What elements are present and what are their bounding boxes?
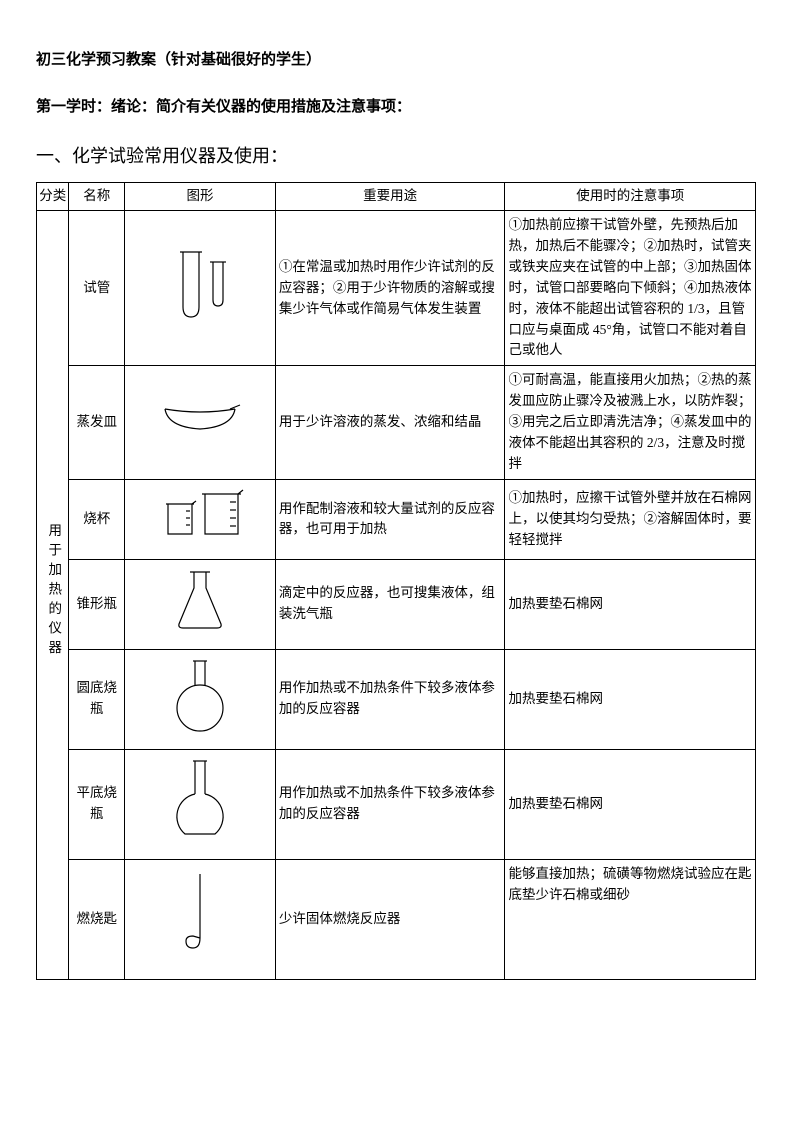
use-cell: 少许固体燃烧反应器 — [275, 859, 505, 979]
test-tube-icon — [155, 242, 245, 327]
table-header-row: 分类 名称 图形 重要用途 使用时的注意事项 — [37, 183, 756, 211]
shape-cell — [125, 749, 276, 859]
shape-cell — [125, 479, 276, 559]
use-cell: 用于少许溶液的蒸发、浓缩和结晶 — [275, 366, 505, 480]
header-notes: 使用时的注意事项 — [505, 183, 756, 211]
notes-cell: 加热要垫石棉网 — [505, 649, 756, 749]
evaporating-dish-icon — [150, 397, 250, 442]
notes-cell: 加热要垫石棉网 — [505, 559, 756, 649]
flat-bottom-flask-icon — [165, 756, 235, 846]
shape-cell — [125, 649, 276, 749]
table-row: 平底烧瓶 用作加热或不加热条件下较多液体参加的反应容器 加热要垫石棉网 — [37, 749, 756, 859]
name-cell: 平底烧瓶 — [69, 749, 125, 859]
lesson-title: 第一学时：绪论：简介有关仪器的使用措施及注意事项： — [36, 95, 757, 116]
shape-cell — [125, 859, 276, 979]
name-cell: 蒸发皿 — [69, 366, 125, 480]
header-use: 重要用途 — [275, 183, 505, 211]
combustion-spoon-icon — [175, 866, 225, 966]
shape-cell — [125, 559, 276, 649]
table-row: 锥形瓶 滴定中的反应器，也可搜集液体，组装洗气瓶 加热要垫石棉网 — [37, 559, 756, 649]
header-shape: 图形 — [125, 183, 276, 211]
notes-cell: 加热要垫石棉网 — [505, 749, 756, 859]
table-row: 蒸发皿 用于少许溶液的蒸发、浓缩和结晶 ①可耐高温，能直接用火加热；②热的蒸发皿… — [37, 366, 756, 480]
shape-cell — [125, 366, 276, 480]
section-title: 一、化学试验常用仪器及使用： — [36, 142, 757, 168]
notes-cell: 能够直接加热；硫磺等物燃烧试验应在匙底垫少许石棉或细砂 — [505, 859, 756, 979]
use-cell: 用作加热或不加热条件下较多液体参加的反应容器 — [275, 649, 505, 749]
instruments-table: 分类 名称 图形 重要用途 使用时的注意事项 用于加热的仪器 试管 — [36, 182, 756, 980]
name-cell: 锥形瓶 — [69, 559, 125, 649]
notes-cell: ①可耐高温，能直接用火加热；②热的蒸发皿应防止骤冷及被溅上水，以防炸裂；③用完之… — [505, 366, 756, 480]
table-row: 用于加热的仪器 试管 ①在常温或加热时用作少许试剂的反应容器；②用于少许物质的溶… — [37, 210, 756, 365]
category-label: 用于加热的仪器 — [42, 523, 63, 660]
use-cell: ①在常温或加热时用作少许试剂的反应容器；②用于少许物质的溶解或搜集少许气体或作简… — [275, 210, 505, 365]
name-cell: 圆底烧瓶 — [69, 649, 125, 749]
category-cell: 用于加热的仪器 — [37, 210, 69, 979]
table-row: 燃烧匙 少许固体燃烧反应器 能够直接加热；硫磺等物燃烧试验应在匙底垫少许石棉或细… — [37, 859, 756, 979]
table-row: 圆底烧瓶 用作加热或不加热条件下较多液体参加的反应容器 加热要垫石棉网 — [37, 649, 756, 749]
name-cell: 烧杯 — [69, 479, 125, 559]
use-cell: 滴定中的反应器，也可搜集液体，组装洗气瓶 — [275, 559, 505, 649]
notes-cell: ①加热前应擦干试管外壁，先预热后加热，加热后不能骤冷；②加热时，试管夹或铁夹应夹… — [505, 210, 756, 365]
shape-cell — [125, 210, 276, 365]
header-name: 名称 — [69, 183, 125, 211]
notes-cell: ①加热时，应擦干试管外壁并放在石棉网上，以使其均匀受热；②溶解固体时，要轻轻搅拌 — [505, 479, 756, 559]
erlenmeyer-flask-icon — [165, 566, 235, 636]
use-cell: 用作加热或不加热条件下较多液体参加的反应容器 — [275, 749, 505, 859]
round-bottom-flask-icon — [165, 656, 235, 736]
document-title: 初三化学预习教案（针对基础很好的学生） — [36, 48, 757, 69]
header-category: 分类 — [37, 183, 69, 211]
table-row: 烧杯 — [37, 479, 756, 559]
name-cell: 燃烧匙 — [69, 859, 125, 979]
name-cell: 试管 — [69, 210, 125, 365]
use-cell: 用作配制溶液和较大量试剂的反应容器，也可用于加热 — [275, 479, 505, 559]
beaker-icon — [150, 486, 250, 546]
